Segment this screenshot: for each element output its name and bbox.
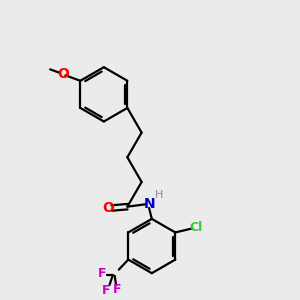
Text: F: F bbox=[101, 284, 110, 297]
Text: N: N bbox=[143, 197, 155, 211]
Text: F: F bbox=[113, 283, 122, 296]
Text: Cl: Cl bbox=[189, 221, 202, 234]
Text: O: O bbox=[57, 67, 69, 81]
Text: O: O bbox=[102, 201, 114, 215]
Text: F: F bbox=[98, 268, 107, 281]
Text: H: H bbox=[155, 190, 164, 200]
